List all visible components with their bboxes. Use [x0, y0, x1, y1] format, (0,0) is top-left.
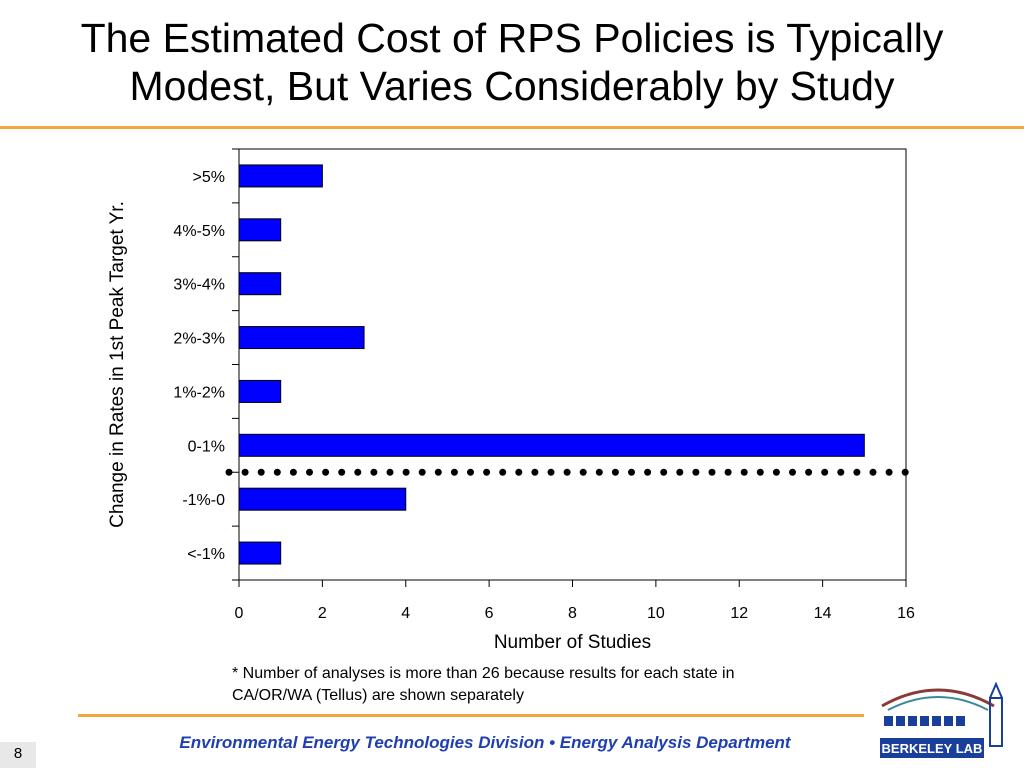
bar-1: [238, 218, 282, 242]
footer-text: Environmental Energy Technologies Divisi…: [179, 733, 791, 752]
x-tick-label: 0: [235, 605, 244, 622]
footnote-line-1: * Number of analyses is more than 26 bec…: [232, 665, 735, 682]
bar-7: [238, 541, 282, 565]
x-tick-label: 4: [401, 605, 410, 622]
y-tick-label: 4%-5%: [173, 223, 225, 240]
slide-title-line-2: Modest, But Varies Considerably by Study: [129, 63, 895, 109]
y-tick-label: -1%-0: [182, 492, 225, 509]
bar-4: [238, 379, 282, 403]
y-tick-label: 3%-4%: [173, 277, 225, 294]
slide-title: The Estimated Cost of RPS Policies is Ty…: [0, 14, 1024, 110]
bar-2: [238, 272, 282, 296]
x-tick-label: 12: [730, 605, 748, 622]
x-tick-label: 8: [568, 605, 577, 622]
y-tick-label: >5%: [193, 169, 225, 186]
bar-3: [238, 326, 365, 350]
footnote-line-2: CA/OR/WA (Tellus) are shown separately: [232, 687, 524, 704]
y-tick-label: 2%-3%: [173, 331, 225, 348]
footnote: * Number of analyses is more than 26 bec…: [232, 663, 872, 707]
y-tick-label: 0-1%: [188, 438, 225, 455]
x-tick-label: 6: [485, 605, 494, 622]
x-axis-label: Number of Studies: [494, 632, 651, 653]
bar-5: [238, 433, 865, 457]
y-axis-label: Change in Rates in 1st Peak Target Yr.: [107, 201, 128, 528]
berkeley-lab-logo: BERKELEY LAB: [880, 681, 1003, 758]
page-number: 8: [0, 742, 36, 768]
title-divider: [0, 126, 1024, 129]
bar-6: [238, 487, 407, 511]
bar-0: [238, 164, 323, 188]
y-tick-label: <-1%: [187, 546, 225, 563]
bar-chart: >5% 4%-5% 3%-4% 2%-3% 1%-2% 0-1% -1%-0 <-1% 0 2 4 6…: [107, 148, 915, 653]
x-tick-label: 10: [647, 605, 665, 622]
y-tick-label: 1%-2%: [173, 384, 225, 401]
x-tick-label: 2: [318, 605, 327, 622]
plot-area: [238, 148, 907, 581]
logo-text: BERKELEY LAB: [882, 741, 983, 756]
x-tick-label: 14: [814, 605, 832, 622]
x-tick-label: 16: [897, 605, 915, 622]
slide-title-line-1: The Estimated Cost of RPS Policies is Ty…: [80, 15, 944, 61]
footer-divider: [78, 714, 864, 717]
